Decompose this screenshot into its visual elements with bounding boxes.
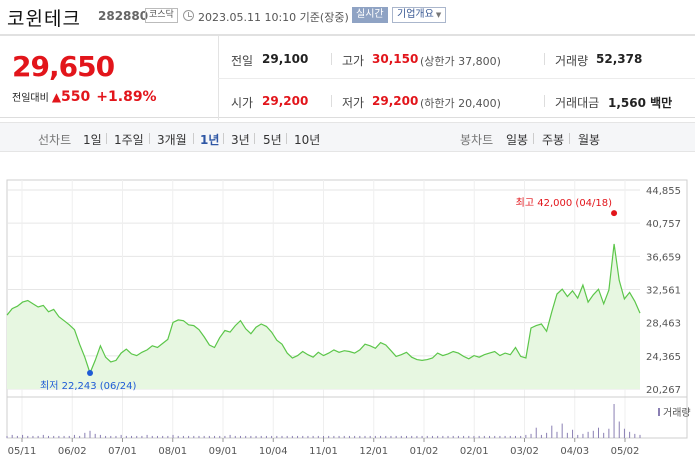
- lower-limit: (하한가 20,400): [420, 97, 501, 110]
- company-info-label: 기업개요: [397, 9, 434, 20]
- chevron-down-icon: ▼: [435, 11, 442, 19]
- low-label: 저가: [342, 96, 365, 110]
- trade-value-label: 거래대금: [555, 96, 600, 110]
- price-panel: 29,650 전일대비 ▲550 +1.89% 전일 29,100 고가 30,15…: [0, 34, 695, 120]
- change-row: 전일대비 ▲550 +1.89%: [12, 89, 157, 105]
- up-arrow-icon: ▲: [51, 90, 62, 104]
- volume-label: 거래량: [555, 54, 589, 68]
- period-1w[interactable]: 1주일: [114, 133, 144, 147]
- clock-icon: [183, 10, 194, 21]
- high-label: 최고 42,000 (04/18): [516, 197, 612, 209]
- realtime-button[interactable]: 실시간: [352, 7, 388, 23]
- open-label: 시가: [231, 96, 254, 110]
- current-price: 29,650: [12, 50, 115, 83]
- period-5y[interactable]: 5년: [263, 133, 282, 147]
- y-tick-label: 36,659: [646, 252, 681, 263]
- divider: [544, 53, 545, 65]
- divider: [544, 95, 545, 107]
- y-tick-label: 44,855: [646, 186, 681, 197]
- divider: [533, 133, 534, 144]
- trade-value-value: 1,560 백만: [608, 96, 673, 110]
- candle-chart-label: 봉차트: [460, 133, 494, 147]
- y-tick-label: 24,365: [646, 352, 681, 363]
- period-1y[interactable]: 1년: [200, 133, 220, 147]
- price-line: [6, 243, 641, 375]
- x-tick-label: 06/02: [58, 446, 87, 457]
- volume-value: 52,378: [596, 52, 643, 66]
- high-label: 고가: [342, 54, 365, 68]
- open-value: 29,200: [262, 94, 309, 108]
- prev-close-value: 29,100: [262, 52, 309, 66]
- line-chart-label: 선차트: [38, 133, 72, 147]
- period-3m[interactable]: 3개월: [157, 133, 187, 147]
- x-tick-label: 10/04: [259, 446, 288, 457]
- divider: [286, 133, 287, 144]
- chart-frame: [6, 179, 688, 439]
- high-marker: [611, 210, 618, 217]
- divider: [331, 95, 332, 107]
- market-badge: 코스닥: [145, 8, 178, 23]
- candle-weekly[interactable]: 주봉: [542, 133, 565, 147]
- divider: [218, 78, 695, 79]
- price-chart-svg: 44,855 40,757 36,659 32,561 28,463 24,365 20,2…: [6, 179, 691, 457]
- low-marker: [87, 370, 94, 377]
- volume-legend-label: 거래량: [663, 407, 691, 419]
- stock-header: 코윈테크 282880 코스닥 2023.05.11 10:10 기준(장중) …: [0, 0, 695, 34]
- period-10y[interactable]: 10년: [294, 133, 321, 147]
- period-1d[interactable]: 1일: [83, 133, 102, 147]
- x-tick-label: 08/01: [158, 446, 187, 457]
- price-chart: 44,855 40,757 36,659 32,561 28,463 24,365 20,2…: [0, 170, 695, 470]
- change-label: 전일대비: [12, 93, 49, 104]
- upper-limit: (상한가 37,800): [420, 55, 501, 68]
- change-percent: +1.89%: [96, 89, 157, 105]
- period-bar: 선차트 1일 1주일 3개월 1년 3년 5년 10년 봉차트 일봉 주봉 월봉: [0, 122, 695, 152]
- stock-code: 282880: [98, 9, 149, 23]
- x-tick-label: 05/11: [8, 446, 37, 457]
- y-tick-label: 28,463: [646, 319, 681, 330]
- x-tick-label: 02/01: [460, 446, 489, 457]
- divider: [254, 133, 255, 144]
- x-tick-label: 12/01: [359, 446, 388, 457]
- candle-monthly[interactable]: 월봉: [578, 133, 601, 147]
- divider: [223, 133, 224, 144]
- x-tick-label: 01/02: [410, 446, 439, 457]
- x-tick-label: 04/03: [560, 446, 589, 457]
- company-info-dropdown[interactable]: 기업개요 ▼: [392, 7, 447, 23]
- candle-daily[interactable]: 일봉: [506, 133, 529, 147]
- period-3y[interactable]: 3년: [231, 133, 250, 147]
- change-amount: 550: [61, 89, 91, 105]
- low-value: 29,200: [372, 94, 419, 108]
- prev-close-label: 전일: [231, 54, 254, 68]
- high-value: 30,150: [372, 52, 419, 66]
- x-tick-label: 05/02: [611, 446, 640, 457]
- volume-legend-swatch: [658, 408, 660, 416]
- stock-name: 코윈테크: [7, 8, 81, 30]
- x-tick-label: 03/02: [510, 446, 539, 457]
- divider: [193, 133, 194, 144]
- x-tick-label: 07/01: [108, 446, 137, 457]
- x-tick-label: 09/01: [209, 446, 238, 457]
- timestamp: 2023.05.11 10:10 기준(장중): [198, 11, 349, 24]
- divider: [149, 133, 150, 144]
- divider: [569, 133, 570, 144]
- divider: [106, 133, 107, 144]
- price-area: [7, 243, 640, 389]
- y-tick-label: 20,267: [646, 385, 681, 396]
- divider: [331, 53, 332, 65]
- x-tick-label: 11/01: [309, 446, 338, 457]
- y-tick-label: 40,757: [646, 219, 681, 230]
- y-tick-label: 32,561: [646, 286, 681, 297]
- low-label: 최저 22,243 (06/24): [40, 380, 136, 392]
